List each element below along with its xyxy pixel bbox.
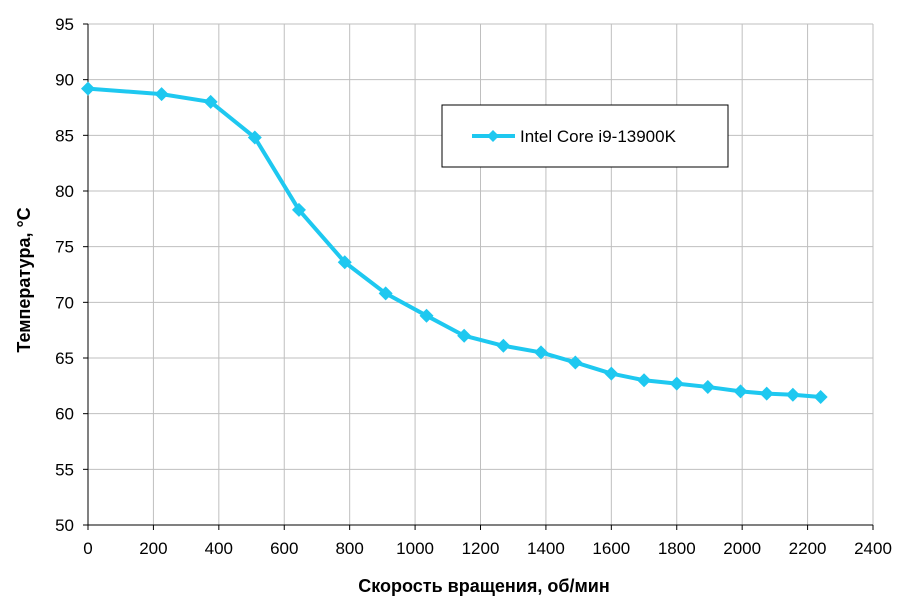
x-tick-label: 2000 bbox=[723, 539, 761, 558]
x-tick-label: 800 bbox=[335, 539, 363, 558]
x-axis-title: Скорость вращения, об/мин bbox=[358, 576, 610, 596]
legend: Intel Core i9-13900K bbox=[441, 104, 729, 168]
x-tick-label: 2200 bbox=[789, 539, 827, 558]
data-point bbox=[496, 338, 511, 353]
y-tick-label: 70 bbox=[55, 293, 74, 312]
y-axis-ticks: 50 55 60 65 70 75 80 85 90 95 bbox=[55, 15, 88, 535]
y-tick-label: 60 bbox=[55, 405, 74, 424]
data-point bbox=[700, 379, 715, 394]
y-tick-label: 80 bbox=[55, 182, 74, 201]
data-point bbox=[203, 94, 218, 109]
legend-marker bbox=[487, 130, 499, 142]
data-point bbox=[534, 345, 549, 360]
x-tick-label: 1200 bbox=[462, 539, 500, 558]
data-point bbox=[604, 366, 619, 381]
x-tick-label: 1600 bbox=[592, 539, 630, 558]
x-tick-label: 2400 bbox=[854, 539, 892, 558]
data-point bbox=[247, 130, 262, 145]
y-tick-label: 85 bbox=[55, 126, 74, 145]
x-tick-label: 200 bbox=[139, 539, 167, 558]
data-point bbox=[813, 389, 828, 404]
y-tick-label: 65 bbox=[55, 349, 74, 368]
y-axis-title: Температура, °C bbox=[14, 207, 34, 352]
data-point bbox=[669, 376, 684, 391]
data-point bbox=[337, 255, 352, 270]
y-tick-label: 50 bbox=[55, 516, 74, 535]
data-point bbox=[154, 87, 169, 102]
data-point bbox=[759, 386, 774, 401]
data-point bbox=[785, 387, 800, 402]
data-point bbox=[81, 81, 95, 96]
x-tick-label: 400 bbox=[205, 539, 233, 558]
x-tick-label: 600 bbox=[270, 539, 298, 558]
x-tick-label: 1000 bbox=[396, 539, 434, 558]
data-point bbox=[378, 286, 393, 301]
legend-label: Intel Core i9-13900K bbox=[520, 127, 677, 146]
data-point bbox=[733, 384, 748, 399]
data-point bbox=[637, 373, 652, 388]
y-tick-label: 55 bbox=[55, 460, 74, 479]
x-tick-label: 1400 bbox=[527, 539, 565, 558]
data-point bbox=[457, 328, 472, 343]
x-tick-label: 1800 bbox=[658, 539, 696, 558]
y-tick-label: 75 bbox=[55, 238, 74, 257]
data-point bbox=[291, 202, 306, 217]
data-point bbox=[568, 355, 583, 370]
y-tick-label: 90 bbox=[55, 71, 74, 90]
data-point bbox=[419, 308, 434, 323]
series-layer bbox=[81, 81, 828, 404]
y-tick-label: 95 bbox=[55, 15, 74, 34]
x-tick-label: 0 bbox=[83, 539, 92, 558]
x-axis-ticks: 0 200 400 600 800 1000 1200 1400 1600 1800 2000 220… bbox=[83, 525, 892, 558]
